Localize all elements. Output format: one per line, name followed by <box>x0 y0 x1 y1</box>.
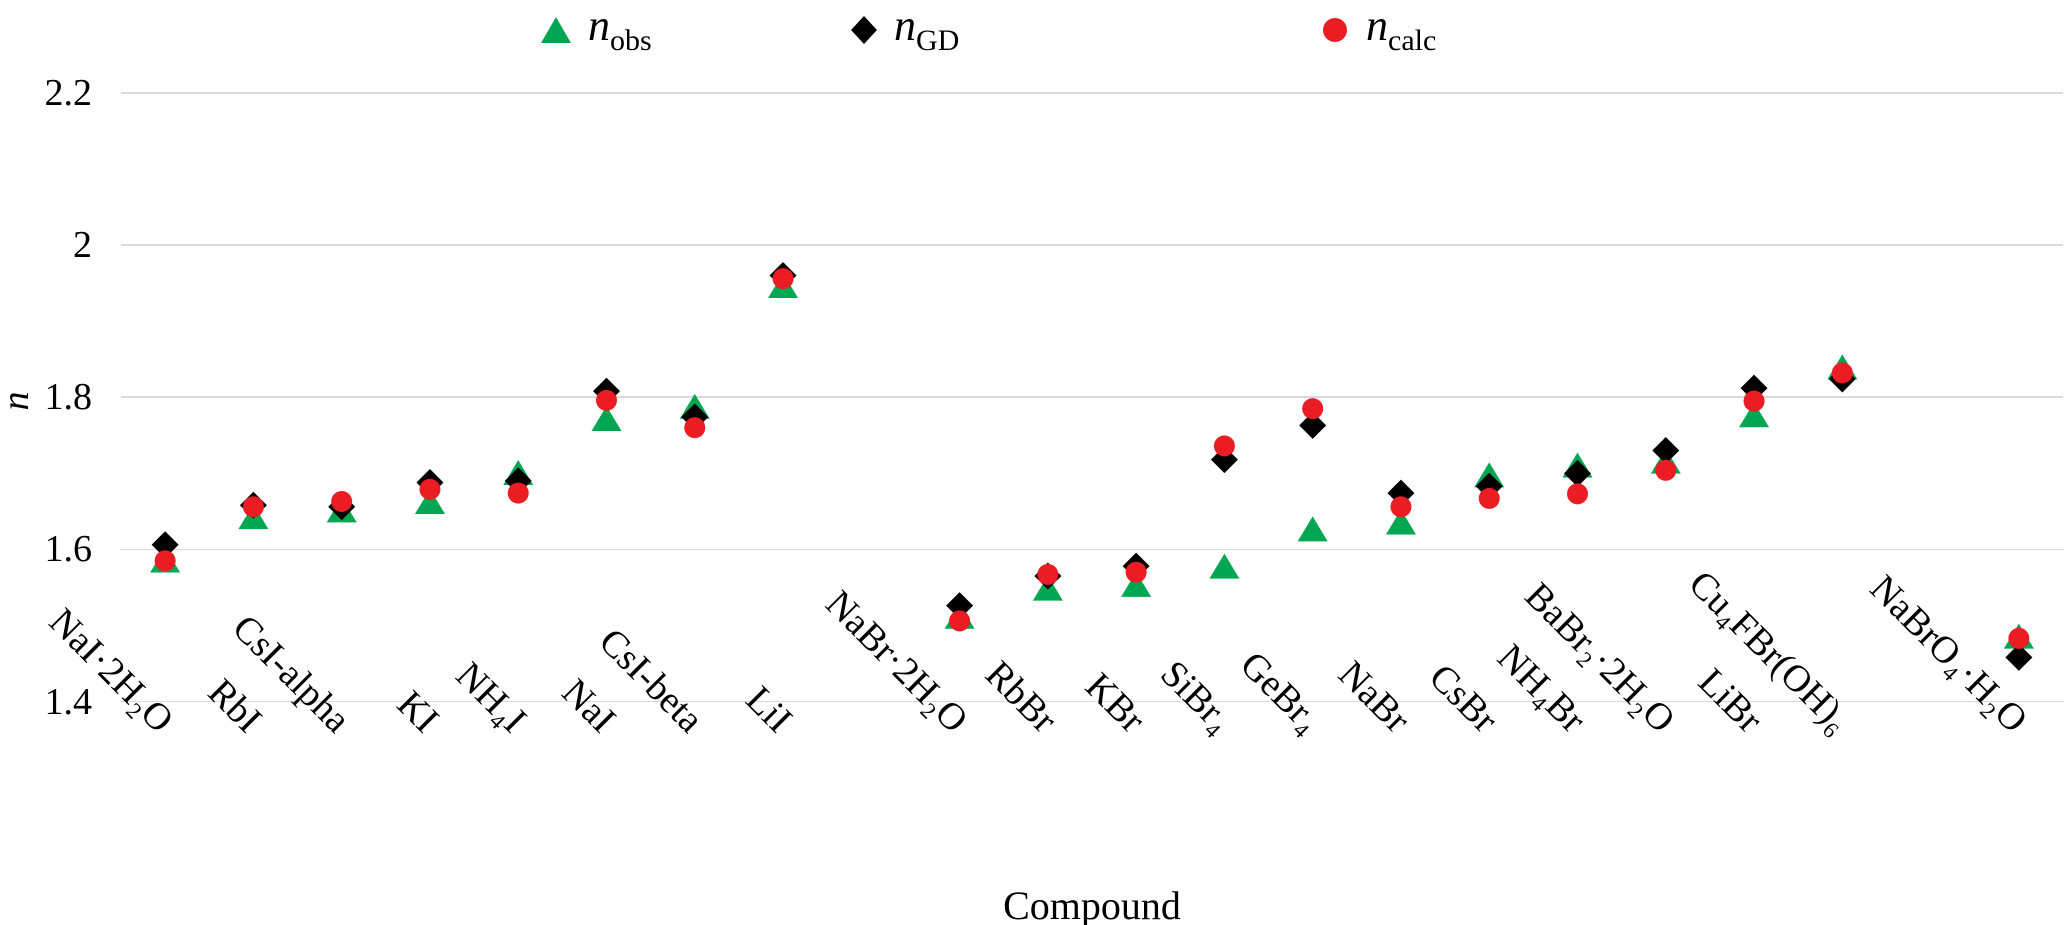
data-point-n_calc <box>1037 563 1059 585</box>
data-point-n_GD <box>2005 643 2033 671</box>
data-point-n_calc <box>1743 390 1765 412</box>
gridline <box>121 92 2063 94</box>
y-axis-tick-label: 1.4 <box>44 680 93 723</box>
data-point-n_calc <box>2008 627 2030 649</box>
data-point-n_calc <box>242 496 264 518</box>
gridline <box>121 548 2063 551</box>
legend-item-n-gd: nGD <box>848 0 959 60</box>
data-point-n_GD <box>1652 436 1680 464</box>
y-axis-tick-label: 1.8 <box>44 376 93 419</box>
x-axis-title: Compound <box>1003 883 1181 925</box>
data-point-n_calc <box>1567 483 1588 505</box>
data-point-n_GD <box>1299 411 1327 439</box>
circle-marker-icon <box>1323 18 1347 42</box>
data-point-n_obs <box>1739 402 1770 428</box>
data-point-n_GD <box>946 592 974 620</box>
data-point-n_calc <box>331 490 353 512</box>
legend-label-n-gd: nGD <box>894 1 960 57</box>
data-point-n_calc <box>1478 487 1500 509</box>
data-point-n_obs <box>414 488 445 514</box>
triangle-marker-icon <box>541 17 571 43</box>
data-point-n_calc <box>949 610 971 632</box>
data-point-n_calc <box>419 478 441 500</box>
data-point-n_calc <box>684 417 706 439</box>
data-point-n_calc <box>154 550 176 572</box>
y-axis-tick-label: 1.6 <box>44 528 93 571</box>
data-point-n_GD <box>151 531 179 559</box>
data-point-n_calc <box>596 389 617 411</box>
y-axis-tick-label: 2 <box>73 224 92 267</box>
data-point-n_obs <box>591 406 622 432</box>
data-point-n_calc <box>1213 435 1235 457</box>
data-point-n_calc <box>772 268 794 290</box>
gridline <box>121 700 2063 703</box>
data-point-n_obs <box>1209 553 1240 579</box>
legend-label-n-calc: ncalc <box>1366 1 1437 57</box>
data-point-n_obs <box>1121 571 1152 597</box>
data-point-n_obs <box>1385 509 1416 535</box>
data-point-n_calc <box>1390 496 1412 518</box>
legend-item-n-calc: ncalc <box>1318 0 1436 60</box>
legend-label-n-obs: nobs <box>588 1 652 57</box>
data-point-n_calc <box>507 482 529 504</box>
data-point-n_GD <box>1564 459 1591 487</box>
gridline <box>121 396 2063 399</box>
data-point-n_calc <box>1125 561 1147 583</box>
data-point-n_obs <box>1297 516 1328 542</box>
legend-item-n-obs: nobs <box>538 0 652 60</box>
data-point-n_calc <box>1302 398 1324 420</box>
data-point-n_calc <box>1831 362 1853 384</box>
gridline <box>121 244 2063 246</box>
diamond-marker-icon <box>851 16 877 44</box>
data-point-n_calc <box>1655 459 1677 481</box>
y-axis-tick-label: 2.2 <box>44 72 93 114</box>
